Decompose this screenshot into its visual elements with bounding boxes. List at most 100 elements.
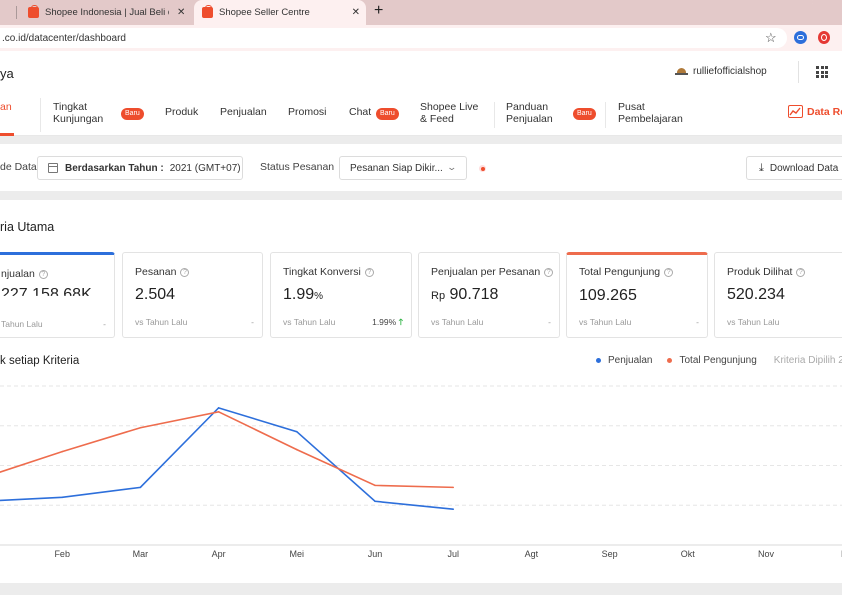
download-data-button[interactable]: ⤓ Download Data	[746, 156, 842, 180]
chart-report-icon[interactable]	[788, 105, 803, 118]
data-point[interactable]	[139, 426, 142, 429]
nav-label: an	[0, 101, 12, 113]
nav-tab-chat[interactable]: Chat	[349, 106, 371, 118]
series-line-pengunjung[interactable]	[0, 410, 454, 489]
help-icon: ?	[180, 267, 190, 277]
active-tab-indicator	[0, 133, 14, 136]
date-picker[interactable]: Berdasarkan Tahun : 2021 (GMT+07)	[37, 156, 243, 180]
nav-tab-panduan-penjualan[interactable]: Panduan Penjualan	[506, 101, 566, 125]
tab-title: Shopee Seller Centre	[219, 7, 310, 18]
page-title: ya	[0, 66, 14, 81]
shop-avatar[interactable]	[675, 65, 688, 77]
shop-name[interactable]: rulliefofficialshop	[693, 66, 767, 77]
data-point[interactable]	[452, 508, 455, 511]
legend-marker-penjualan	[596, 358, 601, 363]
kpi-label: Tingkat Konversi?	[283, 266, 374, 278]
chart-title: k setiap Kriteria	[0, 355, 80, 367]
criteria-selected-label: Kriteria Dipilih 2	[773, 355, 842, 366]
nav-label: Chat	[349, 106, 372, 118]
kpi-label: Total Pengunjung?	[579, 266, 674, 278]
chevron-down-icon: ⌄	[446, 162, 458, 172]
arrow-up-icon: 🡑	[398, 317, 403, 327]
apps-grid-icon[interactable]	[816, 66, 828, 78]
kpi-card-penjualan[interactable]: njualan? 227.158,68K Tahun Lalu -	[0, 252, 115, 338]
legend-label-pengunjung[interactable]: Total Pengunjung	[679, 355, 757, 366]
help-icon: ?	[664, 267, 674, 277]
kpi-card-pesanan[interactable]: Pesanan? 2.504 vs Tahun Lalu -	[122, 252, 263, 338]
nav-tab-tingkat-kunjungan[interactable]: Tingkat Kunjungan	[53, 101, 113, 125]
kpi-change: -	[696, 317, 699, 327]
kpi-change: -	[548, 317, 551, 327]
legend-marker-pengunjung	[667, 358, 673, 363]
help-icon: ?	[796, 267, 806, 277]
browser-tab-shopee-indonesia[interactable]: Shopee Indonesia | Jual Beli di P ✕	[28, 0, 188, 25]
kpi-comparison: Tahun Lalu	[1, 319, 43, 329]
data-point[interactable]	[61, 496, 63, 499]
close-tab-icon[interactable]: ✕	[351, 7, 360, 18]
nav-tab-shopee-live[interactable]: Shopee Live & Feed	[420, 101, 480, 125]
new-badge: Baru	[121, 108, 144, 120]
nav-label: Shopee Live & Feed	[420, 101, 479, 125]
kpi-card-tingkat-konversi[interactable]: Tingkat Konversi? 1.99% vs Tahun Lalu 1.…	[270, 252, 412, 338]
kpi-card-produk-dilihat[interactable]: Produk Dilihat? 520.234 vs Tahun Lalu	[714, 252, 842, 338]
data-report-link[interactable]: Data Re	[807, 106, 842, 118]
nav-divider	[40, 98, 41, 132]
nav-tab-penjualan[interactable]: Penjualan	[220, 106, 267, 118]
series-line-penjualan[interactable]	[0, 406, 454, 511]
kpi-value: 2.504	[135, 286, 176, 303]
kpi-comparison: vs Tahun Lalu	[727, 317, 780, 327]
order-status-select[interactable]: Pesanan Siap Dikir... ⌄	[339, 156, 467, 180]
kpi-value: Rp 90.718	[431, 286, 499, 303]
browser-tab-bar: Shopee Indonesia | Jual Beli di P ✕ Shop…	[0, 0, 842, 25]
opera-icon[interactable]	[818, 31, 830, 44]
nav-tab-dashboard[interactable]: an	[0, 101, 12, 113]
data-point[interactable]	[61, 450, 63, 453]
kpi-change: -	[103, 319, 106, 329]
x-tick-label: Apr	[212, 549, 226, 559]
order-status-label: Status Pesanan	[260, 161, 335, 173]
page-header: ya rulliefofficialshop	[0, 51, 842, 94]
browser-tab-seller-centre[interactable]: Shopee Seller Centre ✕	[194, 0, 366, 25]
x-tick-label: Mei	[290, 549, 305, 559]
period-label: de Data	[0, 161, 37, 173]
data-point[interactable]	[374, 484, 376, 487]
kpi-label: njualan?	[1, 268, 48, 280]
data-point[interactable]	[296, 448, 298, 451]
bookmark-star-icon[interactable]: ☆	[765, 30, 777, 45]
kpi-comparison: vs Tahun Lalu	[579, 317, 632, 327]
nav-tab-produk[interactable]: Produk	[165, 106, 198, 118]
kpi-card-total-pengunjung[interactable]: Total Pengunjung? 109.265 vs Tahun Lalu …	[566, 252, 708, 338]
extension-icon[interactable]	[794, 31, 807, 44]
data-point[interactable]	[139, 486, 142, 489]
new-tab-icon[interactable]: +	[374, 2, 384, 19]
status-dot-icon	[479, 165, 486, 172]
nav-divider	[494, 102, 495, 128]
address-bar[interactable]: .co.id/datacenter/dashboard	[0, 28, 787, 48]
close-tab-icon[interactable]: ✕	[177, 7, 186, 18]
new-badge: Baru	[376, 108, 399, 120]
x-tick-label: Jun	[368, 549, 383, 559]
data-point[interactable]	[374, 500, 376, 503]
x-tick-label: Mar	[133, 549, 149, 559]
kpi-value: 520.234	[727, 286, 785, 303]
chart-legend: Penjualan Total Pengunjung Kriteria Dipi…	[596, 355, 842, 366]
data-point[interactable]	[217, 407, 220, 409]
kpi-change: -	[251, 317, 254, 327]
data-point[interactable]	[217, 411, 220, 413]
download-icon: ⤓	[759, 161, 764, 174]
section-title: ria Utama	[0, 220, 55, 234]
legend-label-penjualan[interactable]: Penjualan	[608, 355, 653, 366]
nav-tab-promosi[interactable]: Promosi	[288, 106, 327, 118]
trend-line-chart: Feb Mar Apr Mei Jun Jul Agt Sep Okt Nov D	[0, 385, 842, 559]
tab-divider	[16, 6, 17, 19]
shopee-bag-icon	[202, 5, 213, 18]
kpi-value: 109.265	[579, 287, 637, 304]
nav-divider	[605, 102, 606, 128]
nav-tab-pusat-pembelajaran[interactable]: Pusat Pembelajaran	[618, 101, 693, 125]
order-status-value: Pesanan Siap Dikir...	[350, 162, 443, 174]
data-point[interactable]	[452, 486, 455, 489]
x-tick-label: Okt	[681, 549, 696, 559]
kpi-card-penjualan-per-pesanan[interactable]: Penjualan per Pesanan? Rp 90.718 vs Tahu…	[418, 252, 560, 338]
data-point[interactable]	[296, 430, 298, 433]
kpi-currency: Rp	[431, 290, 446, 302]
